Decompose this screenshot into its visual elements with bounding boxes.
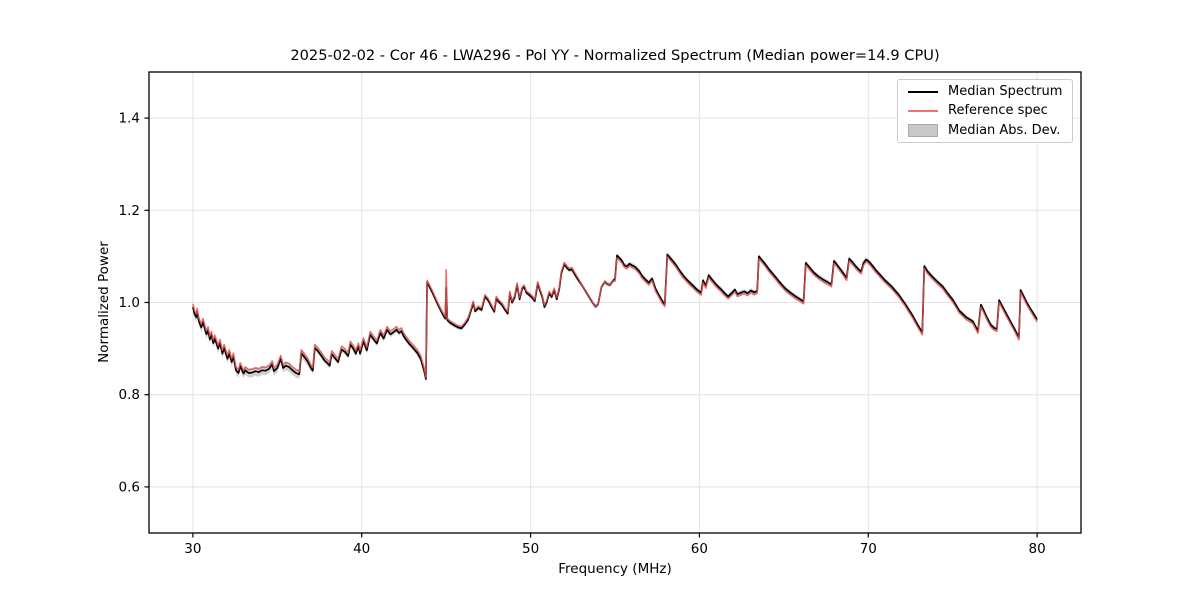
- x-tick-label-60: 60: [691, 541, 708, 557]
- chart-title: 2025-02-02 - Cor 46 - LWA296 - Pol YY - …: [290, 47, 940, 64]
- legend-label-reference-spec: Reference spec: [948, 103, 1048, 119]
- x-tick-label-30: 30: [184, 541, 201, 557]
- y-axis-label-text: Normalized Power: [96, 241, 112, 363]
- legend-item-median-abs-dev: Median Abs. Dev.: [898, 121, 1072, 140]
- y-tick-label-1.4: 1.4: [119, 111, 140, 127]
- x-axis-label: Frequency (MHz): [558, 561, 672, 577]
- legend-item-reference-spec: Reference spec: [898, 101, 1072, 120]
- median-spectrum-line-swatch: [908, 90, 938, 93]
- x-tick-label-70: 70: [860, 541, 877, 557]
- median-abs-dev-patch-swatch: [908, 123, 938, 137]
- reference-spec-line: [192, 256, 1038, 378]
- legend-label-median-abs-dev: Median Abs. Dev.: [948, 122, 1061, 138]
- reference-spec-line-swatch: [908, 109, 938, 112]
- legend: Median Spectrum Reference spec Median Ab…: [897, 79, 1073, 143]
- y-tick-label-0.6: 0.6: [119, 479, 140, 495]
- x-tick-label-50: 50: [522, 541, 539, 557]
- x-tick-label-80: 80: [1029, 541, 1046, 557]
- x-tick-label-40: 40: [353, 541, 370, 557]
- legend-item-median-spectrum: Median Spectrum: [898, 82, 1072, 101]
- y-tick-label-1.2: 1.2: [119, 203, 140, 219]
- y-tick-label-0.8: 0.8: [119, 387, 140, 403]
- legend-label-median-spectrum: Median Spectrum: [948, 84, 1063, 100]
- y-tick-label-1: 1.0: [119, 295, 140, 311]
